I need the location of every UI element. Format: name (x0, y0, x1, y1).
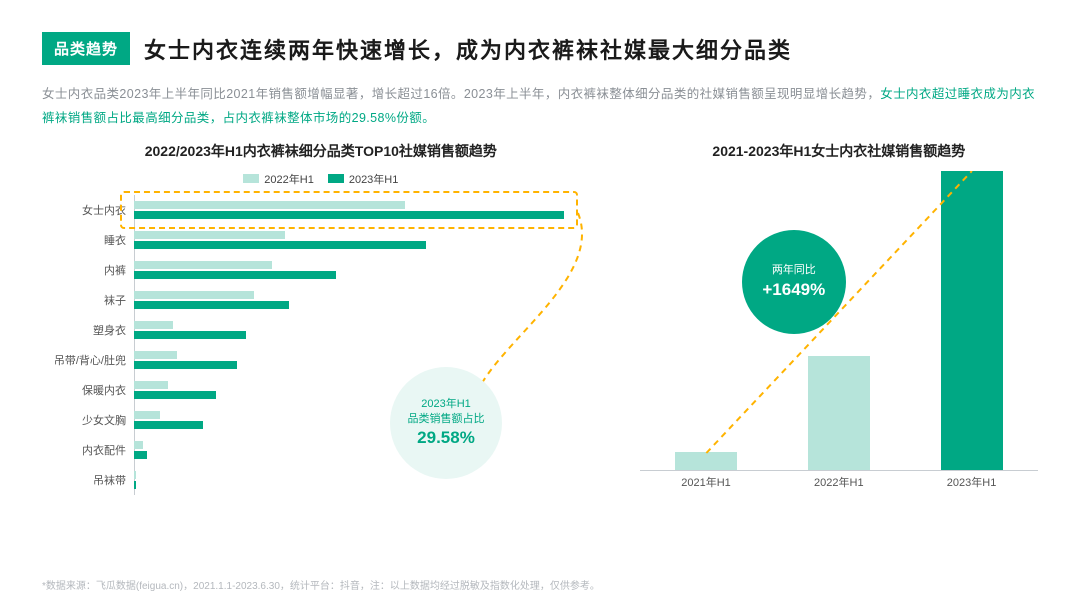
hbar-row: 内衣配件 (134, 435, 600, 465)
bar-2023 (134, 391, 216, 399)
hbar-label: 袜子 (42, 292, 126, 308)
bubble-value: 29.58% (417, 428, 475, 448)
left-chart-title: 2022/2023年H1内衣裤袜细分品类TOP10社媒销售额趋势 (42, 141, 600, 161)
bar-2022 (134, 261, 272, 269)
vbar-label: 2023年H1 (927, 474, 1017, 490)
vbar-column: 2023年H1 (912, 171, 1032, 470)
hbar-row: 内裤 (134, 255, 600, 285)
bubble-line2: 品类销售额占比 (408, 412, 485, 427)
bar-2022 (134, 351, 177, 359)
vbar-label: 2022年H1 (794, 474, 884, 490)
legend-item-2023: 2023年H1 (328, 171, 399, 187)
vbar (808, 356, 870, 470)
bar-2022 (134, 321, 173, 329)
bar-2023 (134, 301, 289, 309)
hbar-label: 睡衣 (42, 232, 126, 248)
hbar-label: 塑身衣 (42, 322, 126, 338)
hbar-row: 吊带/背心/肚兜 (134, 345, 600, 375)
hbar-label: 少女文胸 (42, 412, 126, 428)
bar-2022 (134, 441, 143, 449)
bar-2023 (134, 421, 203, 429)
bar-2022 (134, 411, 160, 419)
legend-label-2023: 2023年H1 (349, 171, 399, 187)
hbar-label: 内衣配件 (42, 442, 126, 458)
right-chart-panel: 2021-2023年H1女士内衣社媒销售额趋势 2021年H1 2022年H1 20… (640, 141, 1038, 495)
description-plain: 女士内衣品类2023年上半年同比2021年销售额增幅显著，增长超过16倍。202… (42, 87, 880, 101)
bubble-value: +1649% (762, 280, 825, 300)
growth-bubble: 两年同比 +1649% (742, 230, 846, 334)
hbar-row: 睡衣 (134, 225, 600, 255)
legend-label-2022: 2022年H1 (264, 171, 314, 187)
bar-2022 (134, 471, 136, 479)
hbar-row: 袜子 (134, 285, 600, 315)
footnote-text: *数据来源：飞瓜数据(feigua.cn)，2021.1.1-2023.6.30… (42, 577, 600, 592)
left-chart-panel: 2022/2023年H1内衣裤袜细分品类TOP10社媒销售额趋势 2022年H1… (42, 141, 600, 495)
share-bubble: 2023年H1品类销售额占比29.58% (390, 367, 502, 479)
bar-2022 (134, 201, 405, 209)
hbar-row: 保暖内衣 (134, 375, 600, 405)
bar-2023 (134, 451, 147, 459)
page-title: 女士内衣连续两年快速增长，成为内衣裤袜社媒最大细分品类 (144, 33, 792, 65)
category-tag: 品类趋势 (42, 32, 130, 65)
vbar-column: 2021年H1 (646, 171, 766, 470)
bar-2023 (134, 331, 246, 339)
hbar-row: 吊袜带 (134, 465, 600, 495)
vertical-bar-chart: 2021年H12022年H12023年H1两年同比+1649% (640, 171, 1038, 471)
description-text: 女士内衣品类2023年上半年同比2021年销售额增幅显著，增长超过16倍。202… (42, 83, 1038, 131)
bar-2023 (134, 271, 336, 279)
bar-2023 (134, 241, 426, 249)
right-chart-title: 2021-2023年H1女士内衣社媒销售额趋势 (640, 141, 1038, 161)
horizontal-bar-chart: 女士内衣睡衣内裤袜子塑身衣吊带/背心/肚兜保暖内衣少女文胸内衣配件吊袜带2023… (42, 195, 600, 495)
vbar (675, 452, 737, 470)
bar-2023 (134, 361, 237, 369)
legend-item-2022: 2022年H1 (243, 171, 314, 187)
hbar-label: 吊袜带 (42, 472, 126, 488)
bar-2022 (134, 231, 285, 239)
bar-2022 (134, 291, 254, 299)
hbar-row: 女士内衣 (134, 195, 600, 225)
hbar-label: 吊带/背心/肚兜 (42, 352, 126, 368)
bar-2022 (134, 381, 168, 389)
hbar-label: 保暖内衣 (42, 382, 126, 398)
charts-container: 2022/2023年H1内衣裤袜细分品类TOP10社媒销售额趋势 2022年H1… (42, 141, 1038, 495)
legend-swatch-2023 (328, 174, 344, 183)
bubble-line1: 2023年H1 (421, 397, 471, 412)
hbar-row: 少女文胸 (134, 405, 600, 435)
hbar-row: 塑身衣 (134, 315, 600, 345)
header: 品类趋势 女士内衣连续两年快速增长，成为内衣裤袜社媒最大细分品类 (42, 32, 1038, 65)
bar-2023 (134, 481, 136, 489)
hbar-label: 内裤 (42, 262, 126, 278)
left-chart-legend: 2022年H1 2023年H1 (42, 171, 600, 187)
vbar (941, 171, 1003, 470)
legend-swatch-2022 (243, 174, 259, 183)
vbar-label: 2021年H1 (661, 474, 751, 490)
bubble-line1: 两年同比 (772, 263, 816, 278)
bar-2023 (134, 211, 564, 219)
hbar-label: 女士内衣 (42, 202, 126, 218)
